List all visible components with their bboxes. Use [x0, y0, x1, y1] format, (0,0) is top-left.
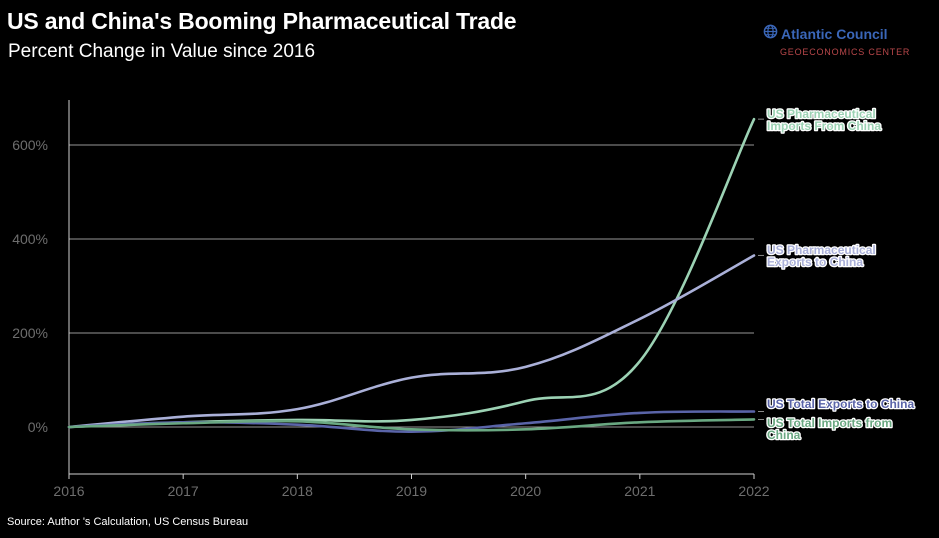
globe-icon: [763, 24, 778, 44]
x-tick-label: 2016: [53, 483, 84, 499]
series-label-line: Exports to China: [767, 255, 863, 269]
series-label-line: US Total Imports from: [767, 416, 892, 430]
x-tick-label: 2020: [510, 483, 541, 499]
brand-subtitle: GEOECONOMICS CENTER: [780, 47, 911, 57]
brand-logo: Atlantic Council GEOECONOMICS CENTER: [763, 24, 910, 57]
chart-subtitle: Percent Change in Value since 2016: [8, 41, 316, 62]
chart-title: US and China's Booming Pharmaceutical Tr…: [7, 8, 517, 34]
series-line: [67, 117, 756, 429]
series-label-line: Imports From China: [767, 119, 881, 133]
axes: 0% 200% 400% 600% 2016 2017 2018 2019 2020 2021 20…: [12, 100, 770, 499]
x-tick-label: 2018: [282, 483, 313, 499]
y-tick-label: 200%: [12, 325, 48, 341]
series-line: [67, 418, 756, 432]
series-label: US Total Exports to China: [767, 397, 914, 411]
x-tick-label: 2021: [624, 483, 655, 499]
grid-lines: [69, 144, 754, 428]
series-line: [67, 254, 756, 429]
y-tick-label: 0%: [28, 419, 48, 435]
series-label: US Pharmaceutical Exports to China: [767, 243, 876, 269]
y-tick-label: 600%: [12, 137, 48, 153]
series-label-line: US Total Exports to China: [767, 397, 914, 411]
series-label: US Total Imports from China: [767, 416, 892, 442]
series-label-line: US Pharmaceutical: [767, 107, 876, 121]
series-label-line: US Pharmaceutical: [767, 243, 876, 257]
x-tick-label: 2019: [396, 483, 427, 499]
series-label-line: China: [767, 428, 801, 442]
brand-name: Atlantic Council: [781, 26, 888, 42]
source-note: Source: Author 's Calculation, US Census…: [7, 516, 249, 528]
x-tick-label: 2017: [168, 483, 199, 499]
x-tick-label: 2022: [738, 483, 769, 499]
y-tick-label: 400%: [12, 231, 48, 247]
series-lines: [67, 117, 756, 434]
series-label: US Pharmaceutical Imports From China: [767, 107, 881, 133]
